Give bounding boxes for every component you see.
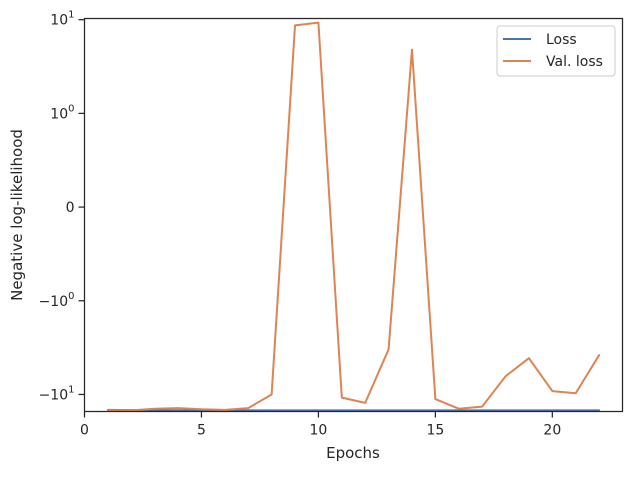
series-line-loss: [106, 408, 601, 412]
x-tick-label: 0: [80, 423, 89, 439]
legend: Loss Val. loss: [496, 25, 616, 77]
x-axis-label: Epochs: [326, 444, 380, 462]
series-line-val-loss: [106, 21, 601, 412]
series-layer: [106, 21, 601, 412]
y-tick-label: −100: [39, 291, 75, 310]
axes-frame: [83, 17, 624, 413]
y-axis-ticks: 101 100 0 −100 −101: [39, 10, 85, 403]
y-axis-label: Negative log-likelihood: [8, 129, 26, 301]
legend-label-loss: Loss: [546, 32, 577, 48]
y-tick-label: 100: [50, 103, 74, 122]
x-tick-label: 20: [543, 423, 561, 439]
x-tick-label: 5: [197, 423, 206, 439]
y-tick-label: −101: [39, 384, 75, 403]
legend-label-val-loss: Val. loss: [546, 54, 603, 70]
y-tick-label: 101: [50, 10, 74, 29]
x-axis-ticks: 0 5 10 15 20: [80, 411, 561, 439]
x-tick-label: 15: [426, 423, 444, 439]
y-tick-label: 0: [66, 200, 75, 216]
x-tick-label: 10: [309, 423, 327, 439]
